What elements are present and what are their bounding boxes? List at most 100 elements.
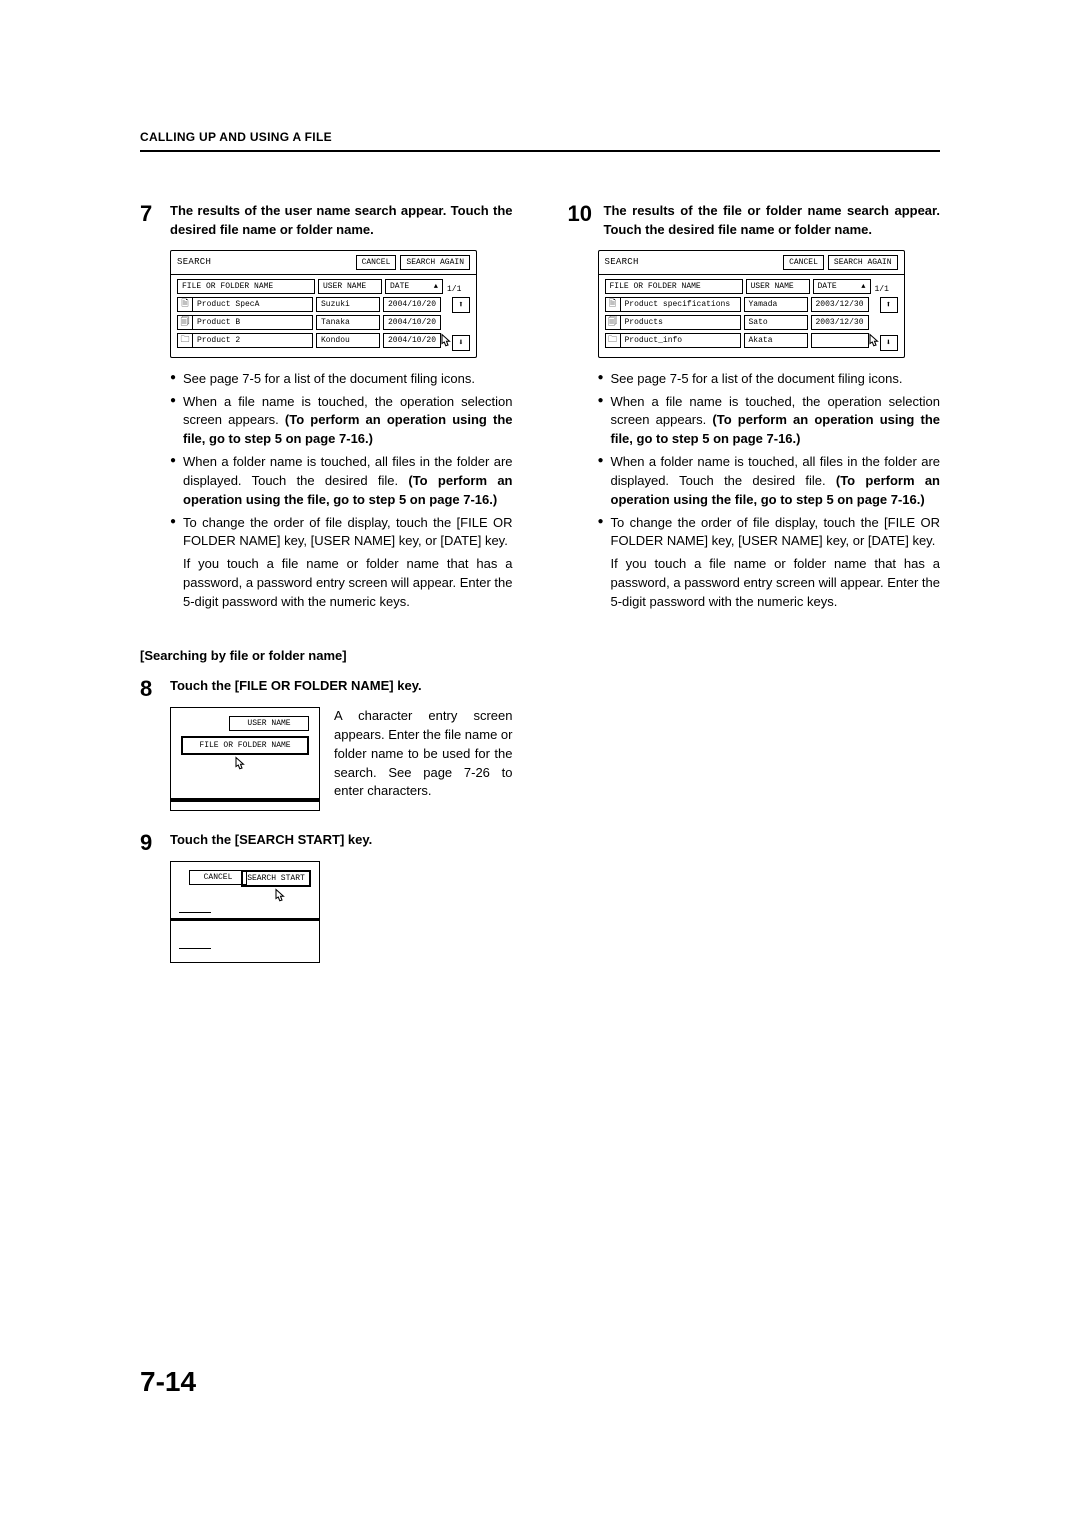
user-name-cell: Sato	[744, 315, 808, 330]
user-name-button[interactable]: USER NAME	[229, 716, 309, 731]
sort-up-icon	[434, 282, 438, 291]
note-item: To change the order of file display, tou…	[598, 514, 941, 552]
date-cell: 2004/10/20	[383, 333, 441, 348]
panel-7-header: SEARCH CANCEL SEARCH AGAIN	[171, 251, 476, 275]
panel-8-footer-strip	[171, 798, 319, 802]
table-row[interactable]: 🗐 Product B Tanaka 2004/10/20	[177, 315, 448, 330]
pointer-icon	[229, 756, 249, 774]
panel-9: CANCEL SEARCH START	[170, 861, 320, 963]
pointer-icon	[269, 888, 289, 906]
step-7: 7 The results of the user name search ap…	[140, 202, 513, 240]
folder-icon: 🗀	[605, 333, 621, 348]
file-name-cell: Products	[621, 315, 741, 330]
two-columns: 7 The results of the user name search ap…	[140, 202, 940, 963]
date-cell: 2003/12/30	[811, 315, 869, 330]
column-right: 10 The results of the file or folder nam…	[568, 202, 941, 963]
step-10-subnote: If you touch a file name or folder name …	[598, 555, 941, 612]
user-name-cell: Tanaka	[316, 315, 380, 330]
search-start-button[interactable]: SEARCH START	[241, 870, 311, 887]
panel-10-header: SEARCH CANCEL SEARCH AGAIN	[599, 251, 904, 275]
column-date-button[interactable]: DATE	[813, 279, 871, 294]
file-name-cell: Product B	[193, 315, 313, 330]
step-8-number: 8	[140, 677, 170, 701]
panel-10-columns: FILE OR FOLDER NAME USER NAME DATE 1/1	[605, 279, 898, 294]
step-7-text: The results of the user name search appe…	[170, 202, 513, 240]
panel-7-search-again-button[interactable]: SEARCH AGAIN	[400, 255, 470, 270]
panel-10-page-count: 1/1	[875, 285, 889, 294]
file-type-icon: 🗐	[177, 315, 193, 330]
column-date-label: DATE	[390, 282, 409, 291]
pointer-icon	[863, 333, 883, 351]
pointer-icon	[435, 333, 455, 351]
note-item: When a file name is touched, the operati…	[170, 393, 513, 450]
arrow-down-icon: ⬇	[458, 338, 463, 348]
search-panel-7: SEARCH CANCEL SEARCH AGAIN FILE OR FOLDE…	[170, 250, 477, 358]
panel-7-cancel-button[interactable]: CANCEL	[356, 255, 397, 270]
panel-10-cancel-button[interactable]: CANCEL	[783, 255, 824, 270]
note-item: When a file name is touched, the operati…	[598, 393, 941, 450]
table-row[interactable]: 🗎 Product specifications Yamada 2003/12/…	[605, 297, 876, 312]
sort-up-icon	[861, 282, 865, 291]
file-name-cell: Product specifications	[621, 297, 741, 312]
step-8-text: Touch the [FILE OR FOLDER NAME] key.	[170, 677, 422, 701]
column-date-button[interactable]: DATE	[385, 279, 443, 294]
scroll-up-button[interactable]: ⬆	[452, 297, 470, 313]
step-9: 9 Touch the [SEARCH START] key.	[140, 831, 513, 855]
user-name-cell: Kondou	[316, 333, 380, 348]
table-row[interactable]: 🗎 Product SpecA Suzuki 2004/10/20	[177, 297, 448, 312]
panel-7-rows: 🗎 Product SpecA Suzuki 2004/10/20 🗐 Prod…	[177, 297, 448, 351]
column-date-label: DATE	[818, 282, 837, 291]
file-name-cell: Product SpecA	[193, 297, 313, 312]
step-8: 8 Touch the [FILE OR FOLDER NAME] key.	[140, 677, 513, 701]
note-item: See page 7-5 for a list of the document …	[598, 370, 941, 389]
arrow-up-icon: ⬆	[458, 300, 463, 310]
date-cell: 2003/12/30	[811, 297, 869, 312]
subheading-search-by-name: [Searching by file or folder name]	[140, 648, 513, 663]
column-user-button[interactable]: USER NAME	[746, 279, 810, 294]
file-type-icon: 🗐	[605, 315, 621, 330]
search-panel-10: SEARCH CANCEL SEARCH AGAIN FILE OR FOLDE…	[598, 250, 905, 358]
panel-10-search-again-button[interactable]: SEARCH AGAIN	[828, 255, 898, 270]
panel-9-strip	[171, 918, 319, 921]
step-7-notes: See page 7-5 for a list of the document …	[170, 370, 513, 552]
header-rule	[140, 150, 940, 152]
table-row[interactable]: 🗀 Product_info Akata	[605, 333, 876, 348]
panel-8: USER NAME FILE OR FOLDER NAME	[170, 707, 320, 811]
step-10: 10 The results of the file or folder nam…	[568, 202, 941, 240]
step-10-number: 10	[568, 202, 604, 240]
file-name-cell: Product 2	[193, 333, 313, 348]
note-item: When a folder name is touched, all files…	[170, 453, 513, 510]
table-row[interactable]: 🗐 Products Sato 2003/12/30	[605, 315, 876, 330]
date-cell: 2004/10/20	[383, 315, 441, 330]
step-9-number: 9	[140, 831, 170, 855]
panel-7-body: FILE OR FOLDER NAME USER NAME DATE 1/1 🗎…	[171, 275, 476, 357]
step-10-notes: See page 7-5 for a list of the document …	[598, 370, 941, 552]
column-user-button[interactable]: USER NAME	[318, 279, 382, 294]
panel-10-body: FILE OR FOLDER NAME USER NAME DATE 1/1 🗎…	[599, 275, 904, 357]
cancel-button[interactable]: CANCEL	[189, 870, 247, 885]
step-7-subnote: If you touch a file name or folder name …	[170, 555, 513, 612]
folder-icon: 🗀	[177, 333, 193, 348]
column-left: 7 The results of the user name search ap…	[140, 202, 513, 963]
file-or-folder-name-button[interactable]: FILE OR FOLDER NAME	[181, 736, 309, 755]
date-cell	[811, 333, 869, 348]
note-item: To change the order of file display, tou…	[170, 514, 513, 552]
file-type-icon: 🗎	[177, 297, 193, 312]
step-10-text: The results of the file or folder name s…	[604, 202, 941, 240]
note-item: When a folder name is touched, all files…	[598, 453, 941, 510]
user-name-cell: Akata	[744, 333, 808, 348]
step-9-text: Touch the [SEARCH START] key.	[170, 831, 372, 855]
page-number: 7-14	[140, 1366, 196, 1398]
panel-7-page-count: 1/1	[447, 285, 461, 294]
column-file-button[interactable]: FILE OR FOLDER NAME	[605, 279, 743, 294]
user-name-cell: Yamada	[744, 297, 808, 312]
arrow-down-icon: ⬇	[886, 338, 891, 348]
step-7-number: 7	[140, 202, 170, 240]
table-row[interactable]: 🗀 Product 2 Kondou 2004/10/20	[177, 333, 448, 348]
scroll-up-button[interactable]: ⬆	[880, 297, 898, 313]
panel-7-columns: FILE OR FOLDER NAME USER NAME DATE 1/1	[177, 279, 470, 294]
column-file-button[interactable]: FILE OR FOLDER NAME	[177, 279, 315, 294]
file-name-cell: Product_info	[621, 333, 741, 348]
step-8-side-text: A character entry screen appears. Enter …	[334, 707, 513, 801]
user-name-cell: Suzuki	[316, 297, 380, 312]
